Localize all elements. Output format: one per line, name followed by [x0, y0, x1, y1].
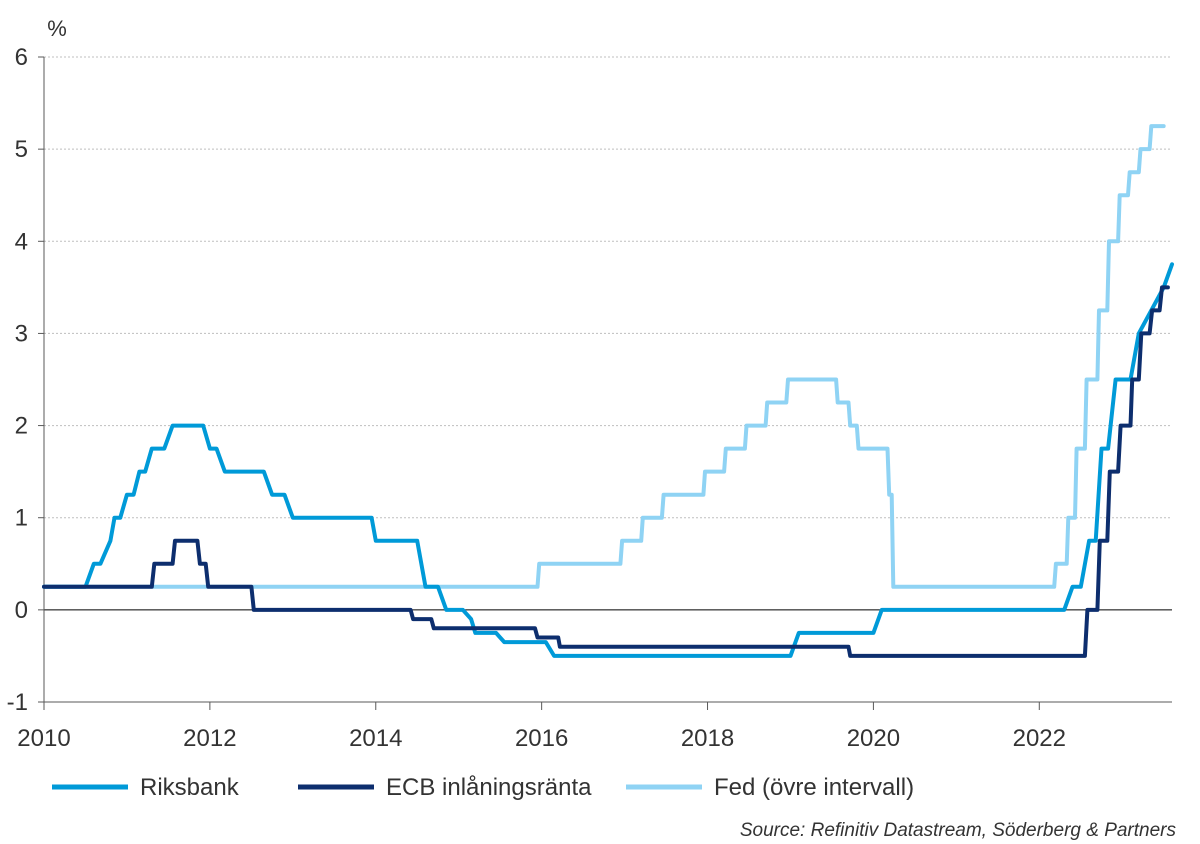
axes: -1 0 1 2 3 4 5 6 2010 2012 2014 2016 2018 2020 2022 — [7, 44, 1172, 752]
x-tick-label: 2018 — [681, 725, 734, 752]
y-axis-unit-label: % — [47, 16, 67, 41]
series-line — [42, 124, 1166, 589]
x-tick-label: 2012 — [183, 725, 236, 752]
series-lines — [42, 124, 1174, 658]
legend-label: ECB inlåningsränta — [386, 774, 592, 801]
y-tick-label: 2 — [15, 413, 28, 440]
x-tick-label: 2022 — [1013, 725, 1066, 752]
y-tick-label: -1 — [7, 689, 28, 716]
x-tick-label: 2010 — [17, 725, 70, 752]
y-tick-label: 4 — [15, 228, 28, 255]
y-tick-label: 6 — [15, 44, 28, 71]
x-tick-label: 2014 — [349, 725, 402, 752]
x-tick-label: 2016 — [515, 725, 568, 752]
legend-label: Fed (övre intervall) — [714, 774, 914, 801]
y-tick-label: 1 — [15, 505, 28, 532]
y-tick-label: 5 — [15, 136, 28, 163]
legend-label: Riksbank — [140, 774, 240, 801]
source-note: Source: Refinitiv Datastream, Söderberg … — [740, 820, 1177, 841]
series-line — [42, 285, 1170, 658]
series-line — [42, 262, 1174, 658]
x-tick-label: 2020 — [847, 725, 900, 752]
grid-lines — [44, 56, 1172, 519]
y-tick-label: 0 — [15, 597, 28, 624]
y-tick-label: 3 — [15, 320, 28, 347]
legend: Riksbank ECB inlåningsränta Fed (övre inte… — [52, 774, 914, 801]
